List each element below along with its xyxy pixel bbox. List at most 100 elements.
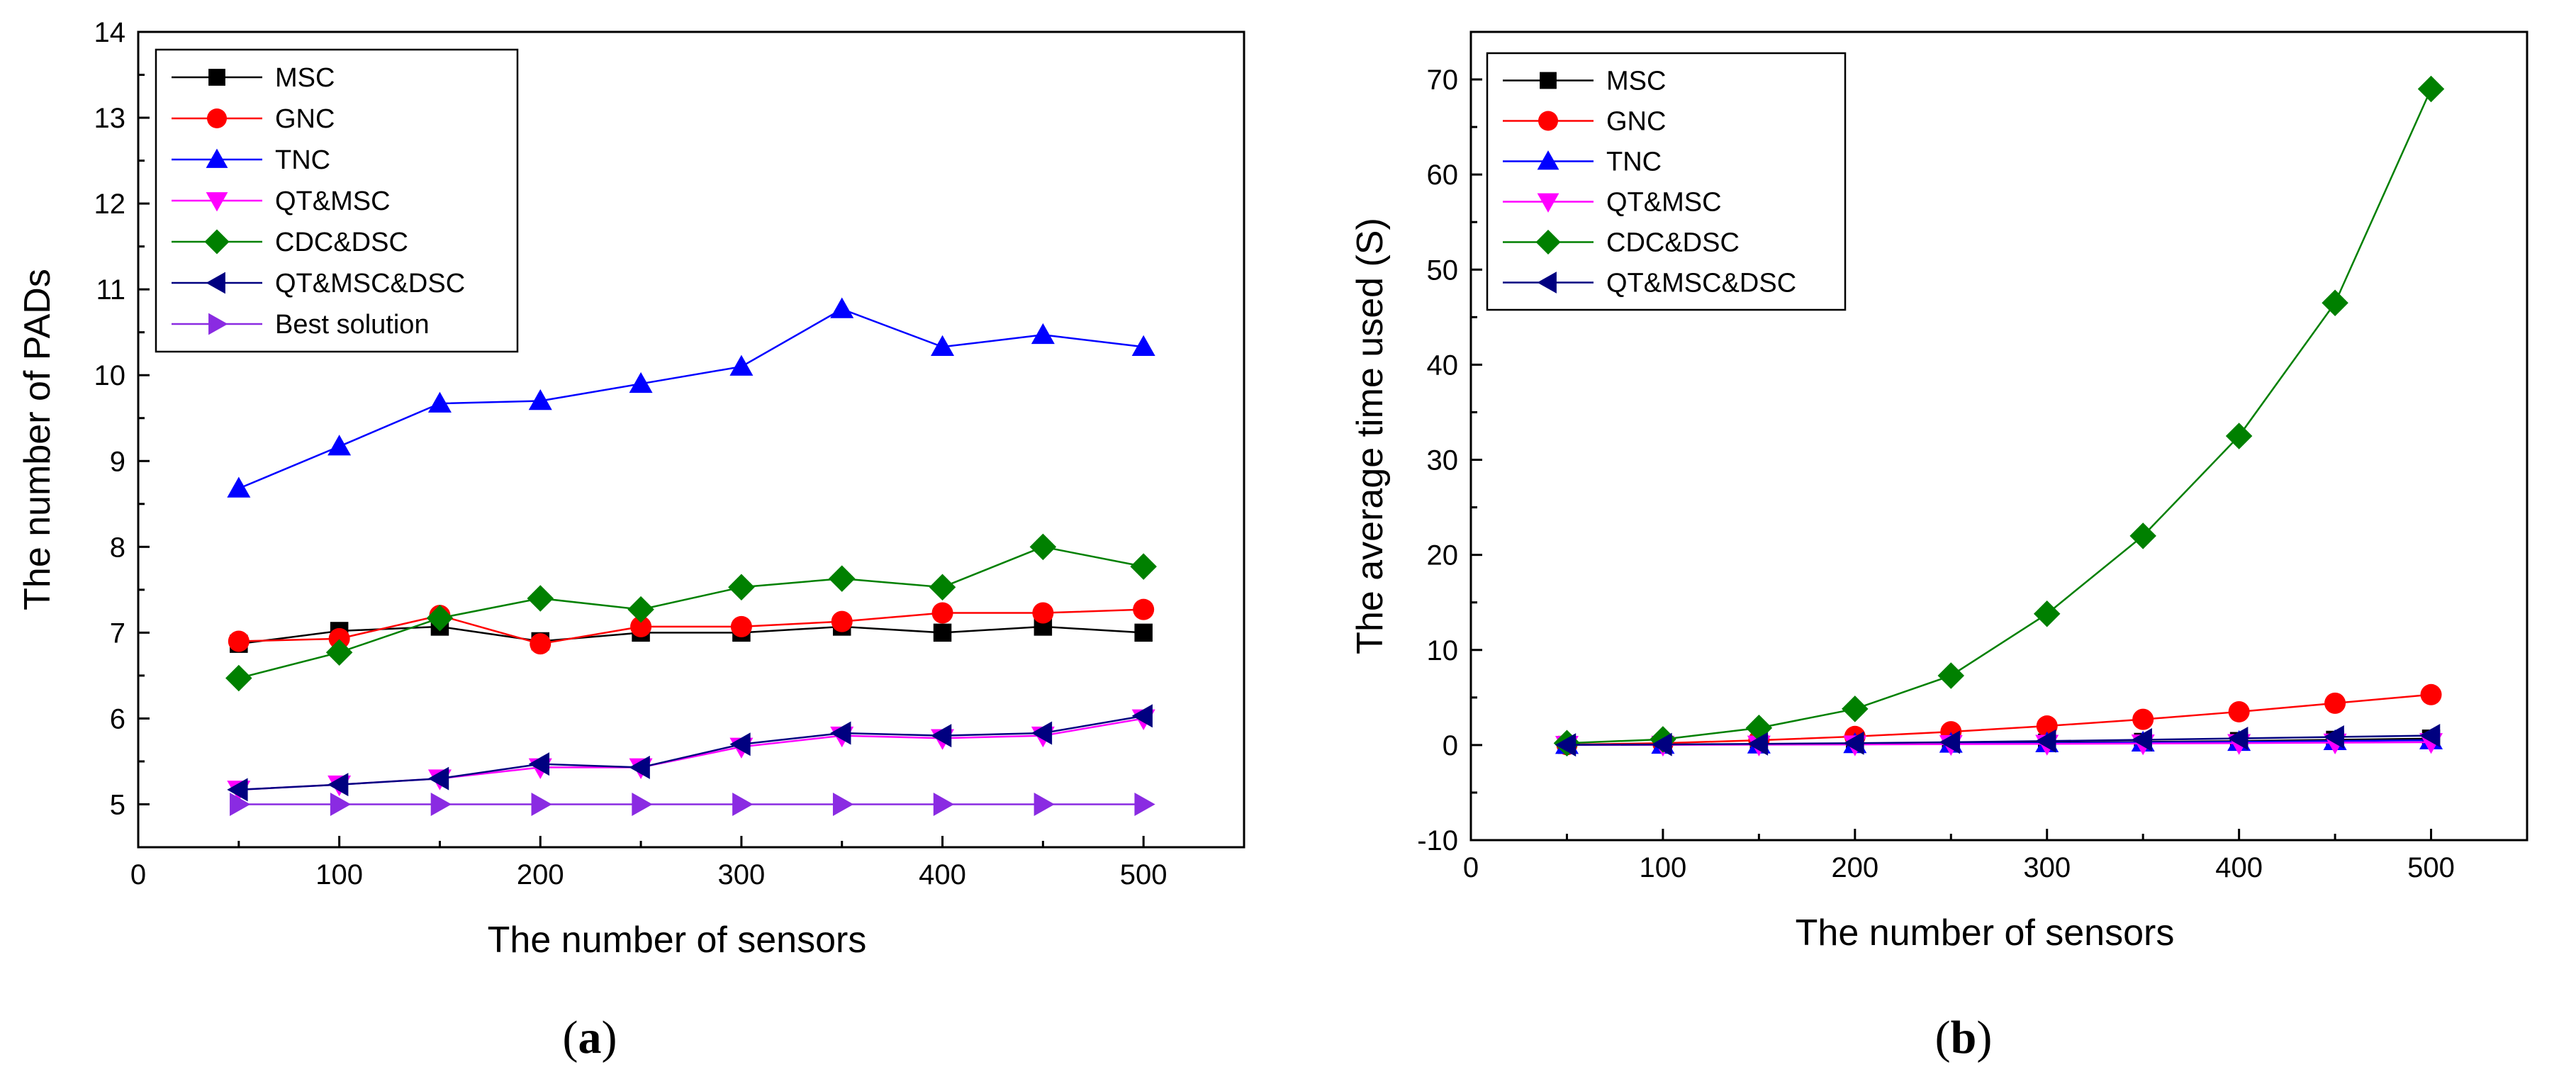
chart-b-point-qt-and-msc-and-dsc — [2323, 725, 2344, 749]
chart-a-y-tick-label: 12 — [94, 189, 126, 220]
chart-b-point-gnc — [2324, 692, 2346, 714]
caption-a: (a) — [563, 1012, 617, 1063]
chart-a-legend-marker-tnc — [206, 148, 228, 168]
chart-a-point-qt-and-msc-and-dsc — [427, 766, 449, 791]
chart-a-y-tick-label: 6 — [110, 703, 125, 734]
chart-b-point-gnc — [2036, 715, 2058, 737]
caption-b: (b) — [1935, 1012, 1993, 1063]
chart-a-point-cdc-and-dsc — [728, 574, 755, 600]
chart-a-point-gnc — [630, 615, 652, 637]
chart-a-series-qt-and-msc-and-dsc — [227, 704, 1153, 802]
chart-a-line-cdc-and-dsc — [238, 546, 1144, 679]
chart-b-legend-marker-gnc — [1538, 111, 1558, 131]
chart-b-point-cdc-and-dsc — [1842, 695, 1869, 722]
chart-a-line-tnc — [238, 308, 1144, 490]
chart-a-x-tick-label: 0 — [130, 859, 146, 890]
chart-a-legend-marker-best-solution — [208, 313, 228, 335]
chart-b-legend-label-gnc: GNC — [1606, 107, 1666, 137]
chart-a-point-tnc — [1131, 335, 1155, 357]
chart-a-point-tnc — [629, 372, 653, 393]
chart-a-point-cdc-and-dsc — [1130, 553, 1157, 580]
chart-a-x-tick-label: 300 — [718, 859, 766, 890]
chart-b-legend-marker-qt-and-msc-and-dsc — [1537, 272, 1557, 294]
chart-a-point-best-solution — [330, 792, 352, 816]
chart-b-legend-marker-tnc — [1537, 150, 1559, 170]
chart-b-point-qt-and-msc-and-dsc — [2227, 726, 2249, 750]
chart-a-point-qt-and-msc-and-dsc — [227, 778, 248, 802]
chart-b-plot-frame — [1469, 30, 2529, 842]
chart-b-point-qt-and-msc-and-dsc — [1843, 731, 1864, 755]
chart-a-point-cdc-and-dsc — [527, 585, 554, 612]
chart-a-point-best-solution — [430, 792, 452, 816]
chart-a-y-tick-label: 11 — [96, 274, 125, 306]
chart-a-y-tick-label: 8 — [110, 532, 125, 563]
chart-a-legend-marker-qt-and-msc — [206, 192, 228, 212]
chart-a-line-gnc — [238, 608, 1144, 645]
chart-a-point-tnc — [427, 391, 452, 413]
chart-b-legend-marker-qt-and-msc — [1537, 193, 1559, 213]
chart-a-point-best-solution — [832, 792, 854, 816]
chart-a-legend-label-qt-and-msc-and-dsc: QT&MSC&DSC — [275, 269, 465, 298]
chart-a-point-qt-and-msc-and-dsc — [830, 721, 851, 745]
chart-a-series-best-solution — [230, 792, 1155, 816]
chart-b-legend-label-qt-and-msc: QT&MSC — [1606, 188, 1722, 218]
chart-a-legend-marker-qt-and-msc-and-dsc — [206, 272, 225, 294]
chart-b-legend-label-tnc: TNC — [1606, 147, 1662, 177]
chart-a-series-msc — [230, 618, 1153, 653]
chart-a-point-gnc — [530, 633, 551, 655]
chart-b-legend-marker-cdc-and-dsc — [1535, 230, 1561, 255]
chart-b-line-gnc — [1567, 693, 2431, 746]
chart-a-x-axis-label: The number of sensors — [488, 920, 867, 961]
chart-b-point-cdc-and-dsc — [2417, 75, 2445, 103]
chart-b-line-qt-and-msc-and-dsc — [1567, 734, 2431, 746]
chart-b-x-tick-label: 0 — [1463, 852, 1479, 883]
chart-b-point-qt-and-msc-and-dsc — [1939, 730, 1961, 754]
chart-a-point-qt-and-msc-and-dsc — [629, 755, 650, 779]
chart-a-point-tnc — [830, 297, 854, 318]
chart-a-plot-frame — [137, 30, 1245, 849]
chart-b-x-tick-label: 400 — [2215, 852, 2263, 883]
chart-a-point-cdc-and-dsc — [929, 574, 956, 600]
chart-b-point-qt-and-msc-and-dsc — [2419, 723, 2441, 747]
chart-b-y-tick-label: 50 — [1427, 255, 1459, 286]
chart-b-legend: MSC GNC TNC QT&MSC CDC&DSC QT&MSC&DSC — [1486, 52, 1847, 311]
chart-a-line-qt-and-msc-and-dsc — [238, 715, 1144, 791]
chart-a-point-tnc — [931, 335, 955, 357]
chart-b-series-cdc-and-dsc — [1553, 75, 2445, 756]
chart-a-point-tnc — [729, 354, 754, 376]
chart-a-y-tick-label: 7 — [110, 618, 125, 649]
chart-a-legend-marker-msc — [208, 69, 225, 86]
chart-b-x-tick-label: 500 — [2407, 852, 2455, 883]
chart-a-legend-marker-cdc-and-dsc — [204, 229, 230, 255]
chart-a-y-tick-label: 10 — [94, 360, 126, 391]
chart-a-legend: MSC GNC TNC QT&MSC CDC&DSC QT&MSC&DSC Best sol… — [155, 48, 519, 353]
chart-a-legend-label-tnc: TNC — [275, 145, 330, 175]
chart-b-point-cdc-and-dsc — [2322, 289, 2348, 316]
chart-a-series-gnc — [228, 598, 1155, 655]
chart-b-y-tick-label: 0 — [1443, 730, 1458, 761]
chart-a-x-tick-label: 500 — [1120, 859, 1167, 890]
chart-b-point-gnc — [2228, 700, 2250, 722]
chart-a-point-cdc-and-dsc — [1029, 533, 1057, 561]
chart-a-legend-label-gnc: GNC — [275, 104, 335, 134]
chart-b-point-gnc — [2420, 683, 2442, 705]
chart-b-x-axis-label: The number of sensors — [1796, 912, 2175, 954]
chart-a-y-tick-label: 13 — [94, 103, 126, 134]
chart-a-point-best-solution — [732, 792, 754, 816]
chart-b-y-axis-label: The average time used (S) — [1350, 218, 1391, 654]
chart-a-point-best-solution — [1034, 792, 1055, 816]
chart-b-x-tick-label: 300 — [2023, 852, 2071, 883]
chart-a-point-best-solution — [933, 792, 955, 816]
chart-a-point-cdc-and-dsc — [828, 565, 856, 592]
chart-b-point-cdc-and-dsc — [2129, 523, 2156, 549]
chart-b-point-qt-and-msc-and-dsc — [1747, 732, 1769, 756]
chart-a-legend-label-best-solution: Best solution — [275, 310, 430, 340]
chart-a-y-tick-label: 9 — [110, 446, 125, 477]
chart-a-y-tick-label: 14 — [94, 17, 126, 48]
chart-a-point-gnc — [1133, 598, 1155, 620]
chart-b-point-cdc-and-dsc — [2225, 423, 2253, 449]
chart-b-x-tick-label: 100 — [1640, 852, 1687, 883]
chart-b-y-tick-label: 70 — [1427, 65, 1459, 96]
